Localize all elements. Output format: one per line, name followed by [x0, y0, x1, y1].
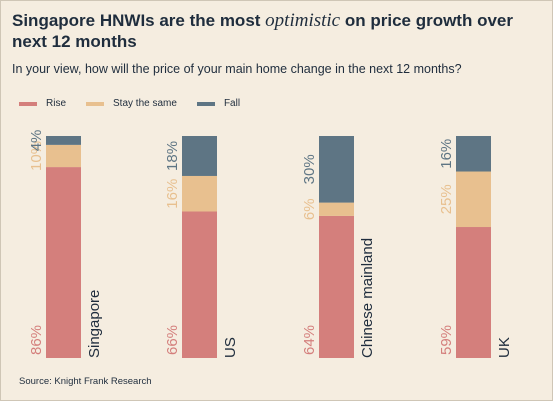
legend-label-fall: Fall — [223, 98, 241, 109]
data-label-rise-uk: 59% — [438, 325, 455, 355]
legend-label-rise: Rise — [46, 98, 67, 109]
data-label-fall-singapore: 4% — [28, 130, 45, 152]
data-label-rise-chinese-mainland: 64% — [301, 325, 318, 355]
title-emphasis: optimistic — [265, 10, 341, 31]
data-label-rise-singapore: 86% — [28, 325, 45, 355]
data-label-fall-chinese-mainland: 30% — [301, 154, 318, 184]
bar-segment-stay-the-same-singapore — [46, 144, 81, 168]
data-label-stay-the-same-singapore: 10% — [28, 141, 45, 171]
category-label-chinese-mainland: Chinese mainland — [359, 238, 376, 358]
legend-item-rise: Rise — [19, 98, 66, 109]
data-label-stay-the-same-uk: 25% — [438, 184, 455, 214]
title-part-after: on price growth over next 12 months — [12, 11, 513, 51]
data-label-stay-the-same-chinese-mainland: 6% — [301, 198, 318, 220]
legend-label-stay: Stay the same — [113, 98, 177, 109]
legend-swatch-rise — [19, 101, 37, 106]
bar-segment-fall-us — [182, 136, 217, 176]
category-label-singapore: Singapore — [86, 290, 103, 358]
bar-segment-rise-chinese-mainland — [319, 215, 354, 358]
title-part-before: Singapore HNWIs are the most — [12, 11, 266, 30]
legend-swatch-fall — [196, 101, 215, 106]
category-label-uk: UK — [496, 337, 513, 358]
legend-item-stay: Stay the same — [86, 98, 177, 109]
chart-title: Singapore HNWIs are the most optimistic … — [12, 10, 542, 52]
data-label-rise-us: 66% — [164, 325, 181, 355]
data-label-fall-uk: 16% — [438, 139, 455, 169]
legend-item-fall: Fall — [196, 98, 241, 109]
data-label-fall-us: 18% — [164, 141, 181, 171]
bar-segment-rise-singapore — [46, 167, 81, 358]
bar-segment-fall-uk — [456, 136, 491, 172]
legend-swatch-stay — [86, 101, 105, 106]
bar-segment-stay-the-same-chinese-mainland — [319, 202, 354, 216]
category-label-us: US — [222, 337, 239, 358]
bar-segment-stay-the-same-uk — [456, 171, 491, 228]
data-label-stay-the-same-us: 16% — [164, 179, 181, 209]
bar-segment-fall-chinese-mainland — [319, 136, 354, 203]
bar-segment-stay-the-same-us — [182, 175, 217, 212]
bar-segment-fall-singapore — [46, 136, 81, 145]
source-note: Source: Knight Frank Research — [19, 376, 152, 387]
chart-subtitle: In your view, how will the price of your… — [12, 62, 462, 76]
bar-segment-rise-us — [182, 211, 217, 358]
bar-segment-rise-uk — [456, 227, 491, 358]
legend: Rise Stay the same Fall — [19, 98, 260, 109]
